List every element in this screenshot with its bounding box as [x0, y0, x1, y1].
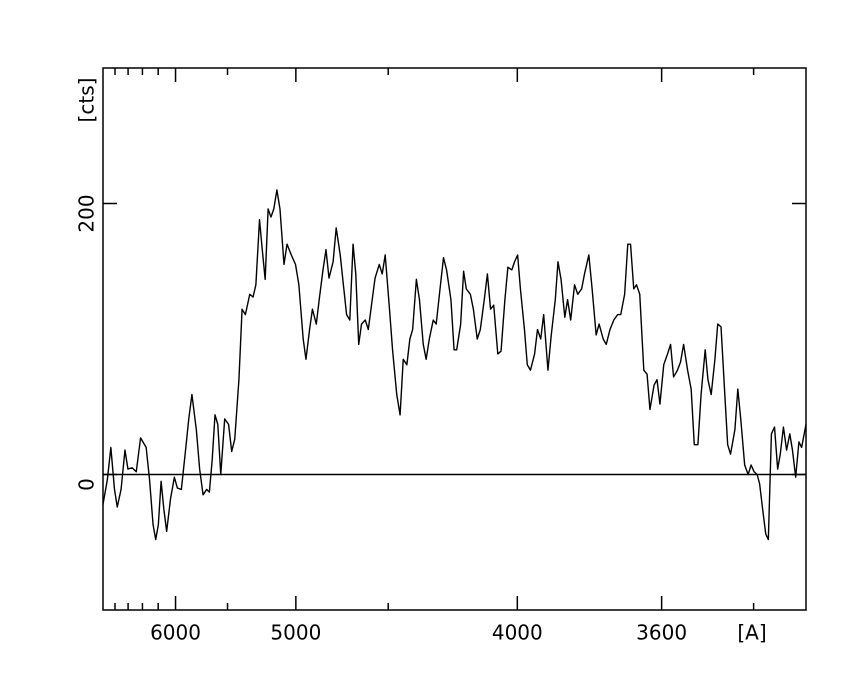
- y-axis-label: [cts]: [75, 78, 99, 123]
- x-tick-label: 3600: [636, 621, 687, 645]
- x-tick-label: 6000: [150, 621, 201, 645]
- y-tick-label: 200: [75, 194, 99, 232]
- spectrum-line: [102, 189, 807, 541]
- x-tick-label: 5000: [270, 621, 321, 645]
- y-tick-label: 0: [75, 478, 99, 491]
- plot-frame: [102, 67, 807, 611]
- x-tick-label: 4000: [492, 621, 543, 645]
- x-axis-label: [A]: [737, 621, 766, 645]
